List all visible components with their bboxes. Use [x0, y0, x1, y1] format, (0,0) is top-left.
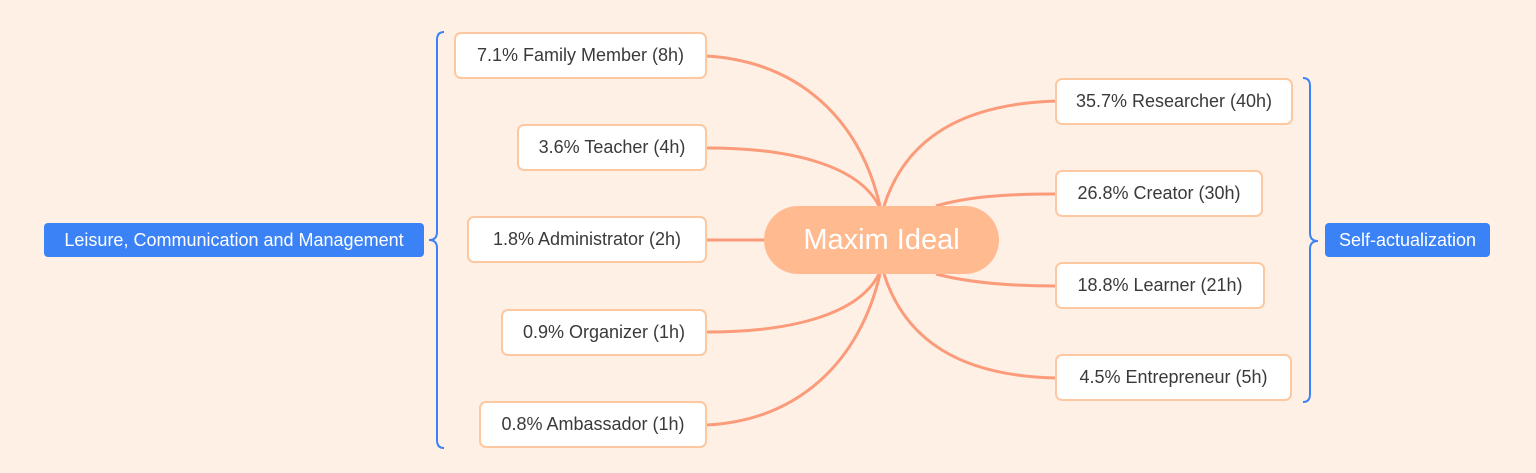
- branch-line-teacher: [706, 146, 882, 209]
- branch-line-creator: [935, 192, 1057, 208]
- topic-teacher[interactable]: 3.6% Teacher (4h): [517, 124, 707, 171]
- right-group-brace: [1302, 77, 1319, 403]
- left-group-brace: [428, 31, 445, 449]
- topic-entrepreneur[interactable]: 4.5% Entrepreneur (5h): [1055, 354, 1292, 401]
- central-topic[interactable]: Maxim Ideal: [764, 206, 999, 274]
- branch-line-ambassador: [706, 273, 882, 427]
- topic-organizer[interactable]: 0.9% Organizer (1h): [501, 309, 707, 356]
- branch-line-entrepreneur: [882, 273, 1057, 380]
- right-group-label[interactable]: Self-actualization: [1325, 223, 1490, 257]
- topic-administrator[interactable]: 1.8% Administrator (2h): [467, 216, 707, 263]
- topic-family-member[interactable]: 7.1% Family Member (8h): [454, 32, 707, 79]
- left-group-label[interactable]: Leisure, Communication and Management: [44, 223, 424, 257]
- topic-researcher[interactable]: 35.7% Researcher (40h): [1055, 78, 1293, 125]
- branch-line-researcher: [882, 99, 1057, 207]
- topic-ambassador[interactable]: 0.8% Ambassador (1h): [479, 401, 707, 448]
- branch-line-organizer: [706, 271, 882, 334]
- topic-learner[interactable]: 18.8% Learner (21h): [1055, 262, 1265, 309]
- topic-creator[interactable]: 26.8% Creator (30h): [1055, 170, 1263, 217]
- branch-line-learner: [935, 272, 1057, 288]
- branch-line-family-member: [706, 54, 882, 207]
